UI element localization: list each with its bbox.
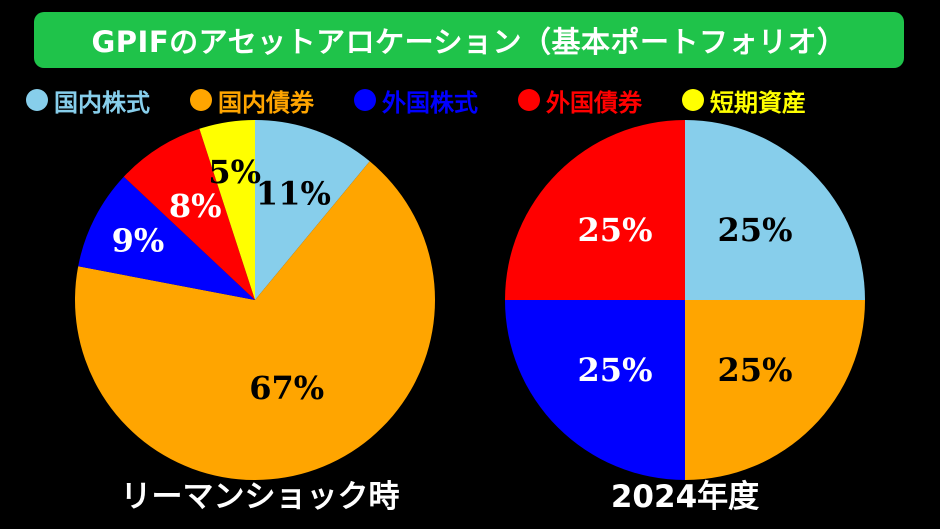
pie-slice-domestic-stocks [685,120,865,300]
legend-item-short-term-assets: 短期資産 [682,83,806,118]
pie-slice-domestic-bonds [75,161,435,480]
slice-label-domestic-bonds: 67% [249,369,324,407]
pie-slice-foreign-stocks [78,176,255,300]
chart-title: GPIFのアセットアロケーション（基本ポートフォリオ） [34,12,904,68]
legend: 国内株式 国内債券 外国株式 外国債券 短期資産 [26,81,926,119]
pie-slice-foreign-stocks [505,300,685,480]
pie-chart-2024: 25% 25% 25% 25% [505,120,865,480]
slice-label-domestic-stocks: 25% [718,211,793,249]
legend-label-domestic-stocks: 国内株式 [54,88,150,117]
legend-swatch-foreign-bonds [518,89,540,111]
pie-slice-foreign-bonds [505,120,685,300]
pie-slice-short-term-assets [199,120,255,300]
legend-swatch-domestic-bonds [190,89,212,111]
chart-caption-2024: 2024年度 [610,478,760,515]
legend-item-foreign-bonds: 外国債券 [518,83,642,118]
slice-label-domestic-bonds: 25% [718,351,793,389]
pie-slice-foreign-bonds [123,128,255,300]
slice-label-domestic-stocks: 11% [256,174,331,212]
slice-label-foreign-bonds: 8% [169,187,222,225]
pie-slice-domestic-bonds [685,300,865,480]
pie-chart-lehman: 11% 67% 9%8%5% [75,120,435,480]
legend-label-foreign-stocks: 外国株式 [382,88,478,117]
chart-caption-lehman: リーマンショック時 [120,478,400,515]
legend-item-domestic-stocks: 国内株式 [26,83,150,118]
slice-label-foreign-stocks: 25% [578,351,653,389]
legend-swatch-foreign-stocks [354,89,376,111]
legend-label-short-term-assets: 短期資産 [710,88,806,117]
pie-slice-domestic-stocks [255,120,370,300]
legend-label-domestic-bonds: 国内債券 [218,88,314,117]
legend-swatch-domestic-stocks [26,89,48,111]
slice-label-short-term-assets: 5% [208,153,261,191]
legend-item-domestic-bonds: 国内債券 [190,83,314,118]
slice-label-foreign-stocks: 9% [112,221,165,259]
slice-label-foreign-bonds: 25% [578,211,653,249]
legend-swatch-short-term-assets [682,89,704,111]
legend-label-foreign-bonds: 外国債券 [546,88,642,117]
legend-item-foreign-stocks: 外国株式 [354,83,478,118]
